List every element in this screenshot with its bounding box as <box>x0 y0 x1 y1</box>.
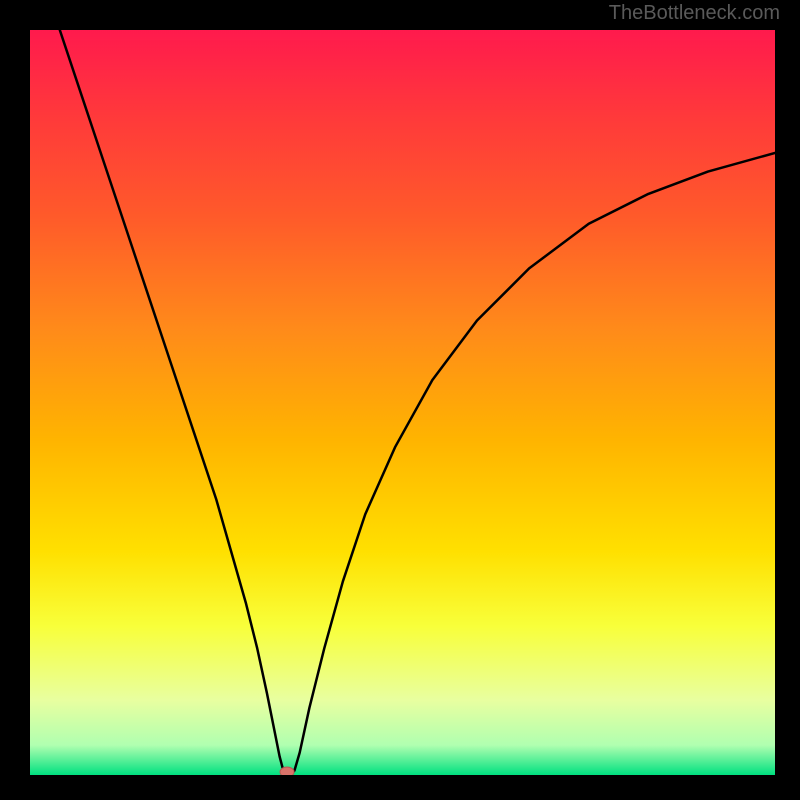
chart-plot-area <box>30 30 775 775</box>
minimum-marker <box>280 767 294 775</box>
watermark-text: TheBottleneck.com <box>609 2 780 25</box>
bottleneck-curve <box>60 30 775 775</box>
chart-svg <box>30 30 775 775</box>
